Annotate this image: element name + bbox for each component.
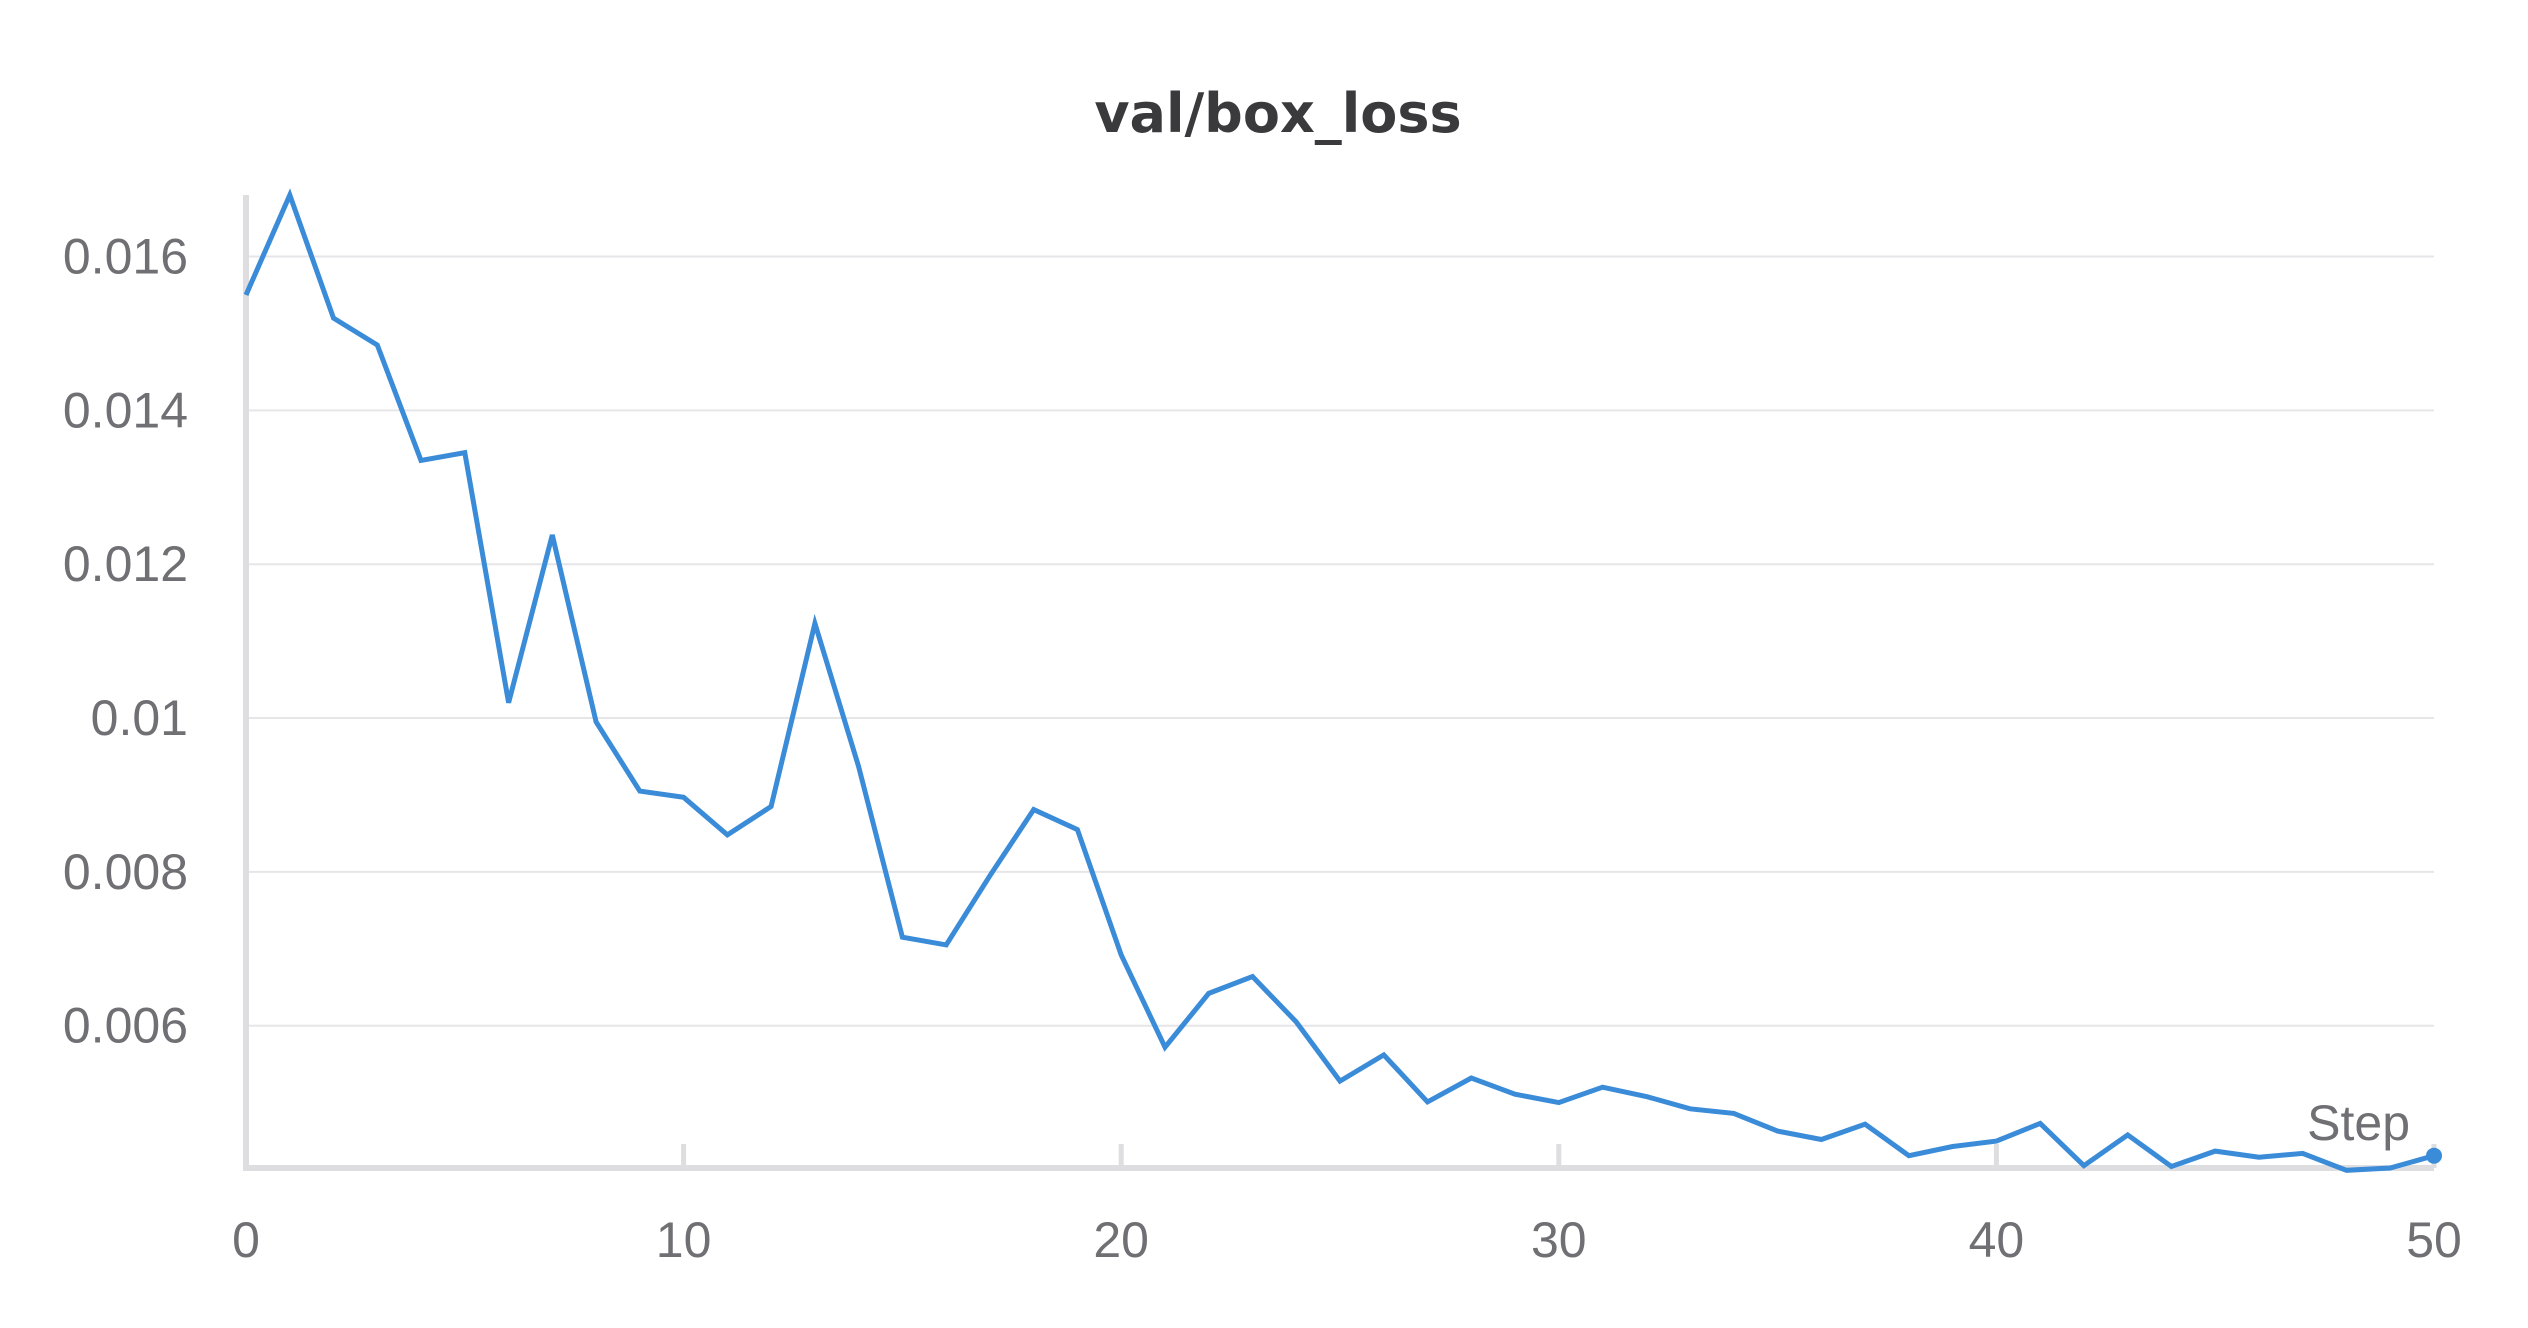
x-tick-label: 30 [1531,1212,1587,1268]
y-tick-label: 0.006 [63,998,188,1054]
y-tick-label: 0.008 [63,844,188,900]
y-tick-label: 0.016 [63,229,188,285]
x-tick-label: 0 [232,1212,260,1268]
series-endpoint [2426,1147,2442,1164]
series-layer [243,188,2442,1173]
x-tick-label: 50 [2406,1212,2462,1268]
x-tick-label: 10 [656,1212,712,1268]
x-axis-label: Step [2307,1095,2410,1151]
y-tick-label: 0.01 [91,690,188,746]
chart-title: val/box_loss [1094,82,1461,145]
y-tick-label: 0.014 [63,382,188,438]
axis-layer: 0.006 0.008 0.01 0.012 0.014 0.016 0 10 20 30 40 50 [63,195,2462,1268]
y-tick-label: 0.012 [63,536,188,592]
x-tick-label: 40 [1969,1212,2025,1268]
x-tick-label: 20 [1093,1212,1149,1268]
series-line [243,188,2435,1173]
grid-layer [246,255,2434,1027]
